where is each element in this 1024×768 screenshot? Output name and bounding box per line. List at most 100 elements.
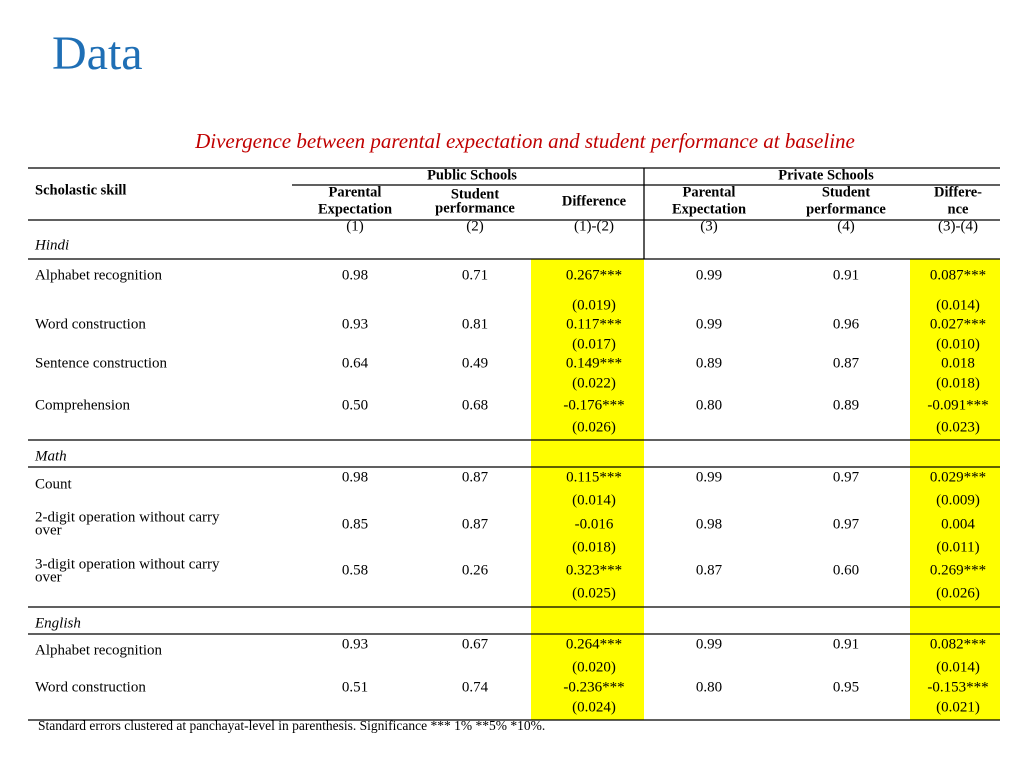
standard-error: (0.023) [936,419,980,435]
slide-title: Data [52,27,143,80]
column-number: (3)-(4) [938,218,978,234]
cell: 0.98 [696,516,722,532]
cell: -0.016 [575,516,614,532]
standard-error: (0.026) [572,419,616,435]
row-header: Scholastic skill [35,182,126,198]
standard-error: (0.025) [572,585,616,601]
cell: 0.267*** [566,267,622,283]
standard-error: (0.024) [572,699,616,715]
row-label: over [35,522,62,538]
group-header: Public Schools [427,167,517,183]
row-label: Alphabet recognition [35,267,163,283]
cell: 0.98 [342,469,368,485]
standard-error: (0.009) [936,492,980,508]
standard-error: (0.018) [936,375,980,391]
cell: 0.85 [342,516,368,532]
highlight [531,259,644,720]
cell: 0.64 [342,355,369,371]
standard-error: (0.026) [936,585,980,601]
column-number: (3) [700,218,718,234]
standard-error: (0.011) [936,539,979,555]
table-caption: Divergence between parental expectation … [194,129,855,153]
cell: 0.91 [833,636,859,652]
column-header: Student [822,184,871,200]
cell: 0.087*** [930,267,986,283]
cell: 0.323*** [566,562,622,578]
cell: 0.99 [696,316,722,332]
cell: 0.87 [833,355,860,371]
column-header: Expectation [672,201,746,217]
cell: -0.176*** [563,397,624,413]
cell: 0.58 [342,562,368,578]
cell: -0.153*** [927,679,988,695]
row-label: Word construction [35,679,146,695]
standard-error: (0.010) [936,336,980,352]
standard-error: (0.014) [936,659,980,675]
cell: 0.81 [462,316,488,332]
cell: 0.082*** [930,636,986,652]
cell: 0.115*** [566,469,622,485]
cell: 0.80 [696,679,722,695]
cell: 0.49 [462,355,488,371]
column-header: performance [806,201,886,217]
column-number: (4) [837,218,855,234]
standard-error: (0.014) [572,492,616,508]
row-label: Count [35,476,73,492]
standard-error: (0.017) [572,336,616,352]
cell: 0.98 [342,267,368,283]
column-header: Differe- [934,184,982,200]
cell: 0.99 [696,636,722,652]
cell: 0.029*** [930,469,986,485]
column-header: Parental [683,184,736,200]
cell: 0.91 [833,267,859,283]
cell: 0.51 [342,679,368,695]
cell: 0.96 [833,316,860,332]
cell: -0.236*** [563,679,624,695]
highlight [910,259,1000,720]
column-header: performance [435,200,515,216]
row-label: over [35,569,62,585]
row-label: 3-digit operation without carry [35,556,220,572]
cell: 0.149*** [566,355,622,371]
cell: 0.68 [462,397,488,413]
cell: 0.027*** [930,316,986,332]
cell: 0.89 [833,397,859,413]
column-number: (2) [466,218,484,234]
cell: 0.93 [342,316,368,332]
column-number: (1) [346,218,364,234]
cell: 0.89 [696,355,722,371]
section-name: English [34,615,81,631]
cell: 0.50 [342,397,368,413]
cell: 0.269*** [930,562,986,578]
standard-error: (0.014) [936,297,980,313]
section-name: Math [34,448,67,464]
column-header: nce [948,201,970,217]
table-note: Standard errors clustered at panchayat-l… [38,718,545,733]
row-label: Comprehension [35,397,130,413]
cell: 0.87 [696,562,723,578]
cell: 0.87 [462,469,489,485]
cell: 0.87 [462,516,489,532]
column-number: (1)-(2) [574,218,614,234]
standard-error: (0.018) [572,539,616,555]
cell: 0.74 [462,679,489,695]
column-header: Parental [329,184,382,200]
cell: 0.80 [696,397,722,413]
cell: 0.67 [462,636,489,652]
cell: 0.97 [833,516,860,532]
cell: 0.93 [342,636,368,652]
standard-error: (0.022) [572,375,616,391]
column-header: Difference [562,193,627,209]
cell: 0.018 [941,355,975,371]
cell: 0.60 [833,562,859,578]
column-header: Expectation [318,201,392,217]
row-label: Alphabet recognition [35,642,163,658]
row-label: Sentence construction [35,355,168,371]
group-header: Private Schools [778,167,874,183]
standard-error: (0.019) [572,297,616,313]
cell: 0.264*** [566,636,622,652]
row-label: Word construction [35,316,146,332]
cell: 0.004 [941,516,975,532]
